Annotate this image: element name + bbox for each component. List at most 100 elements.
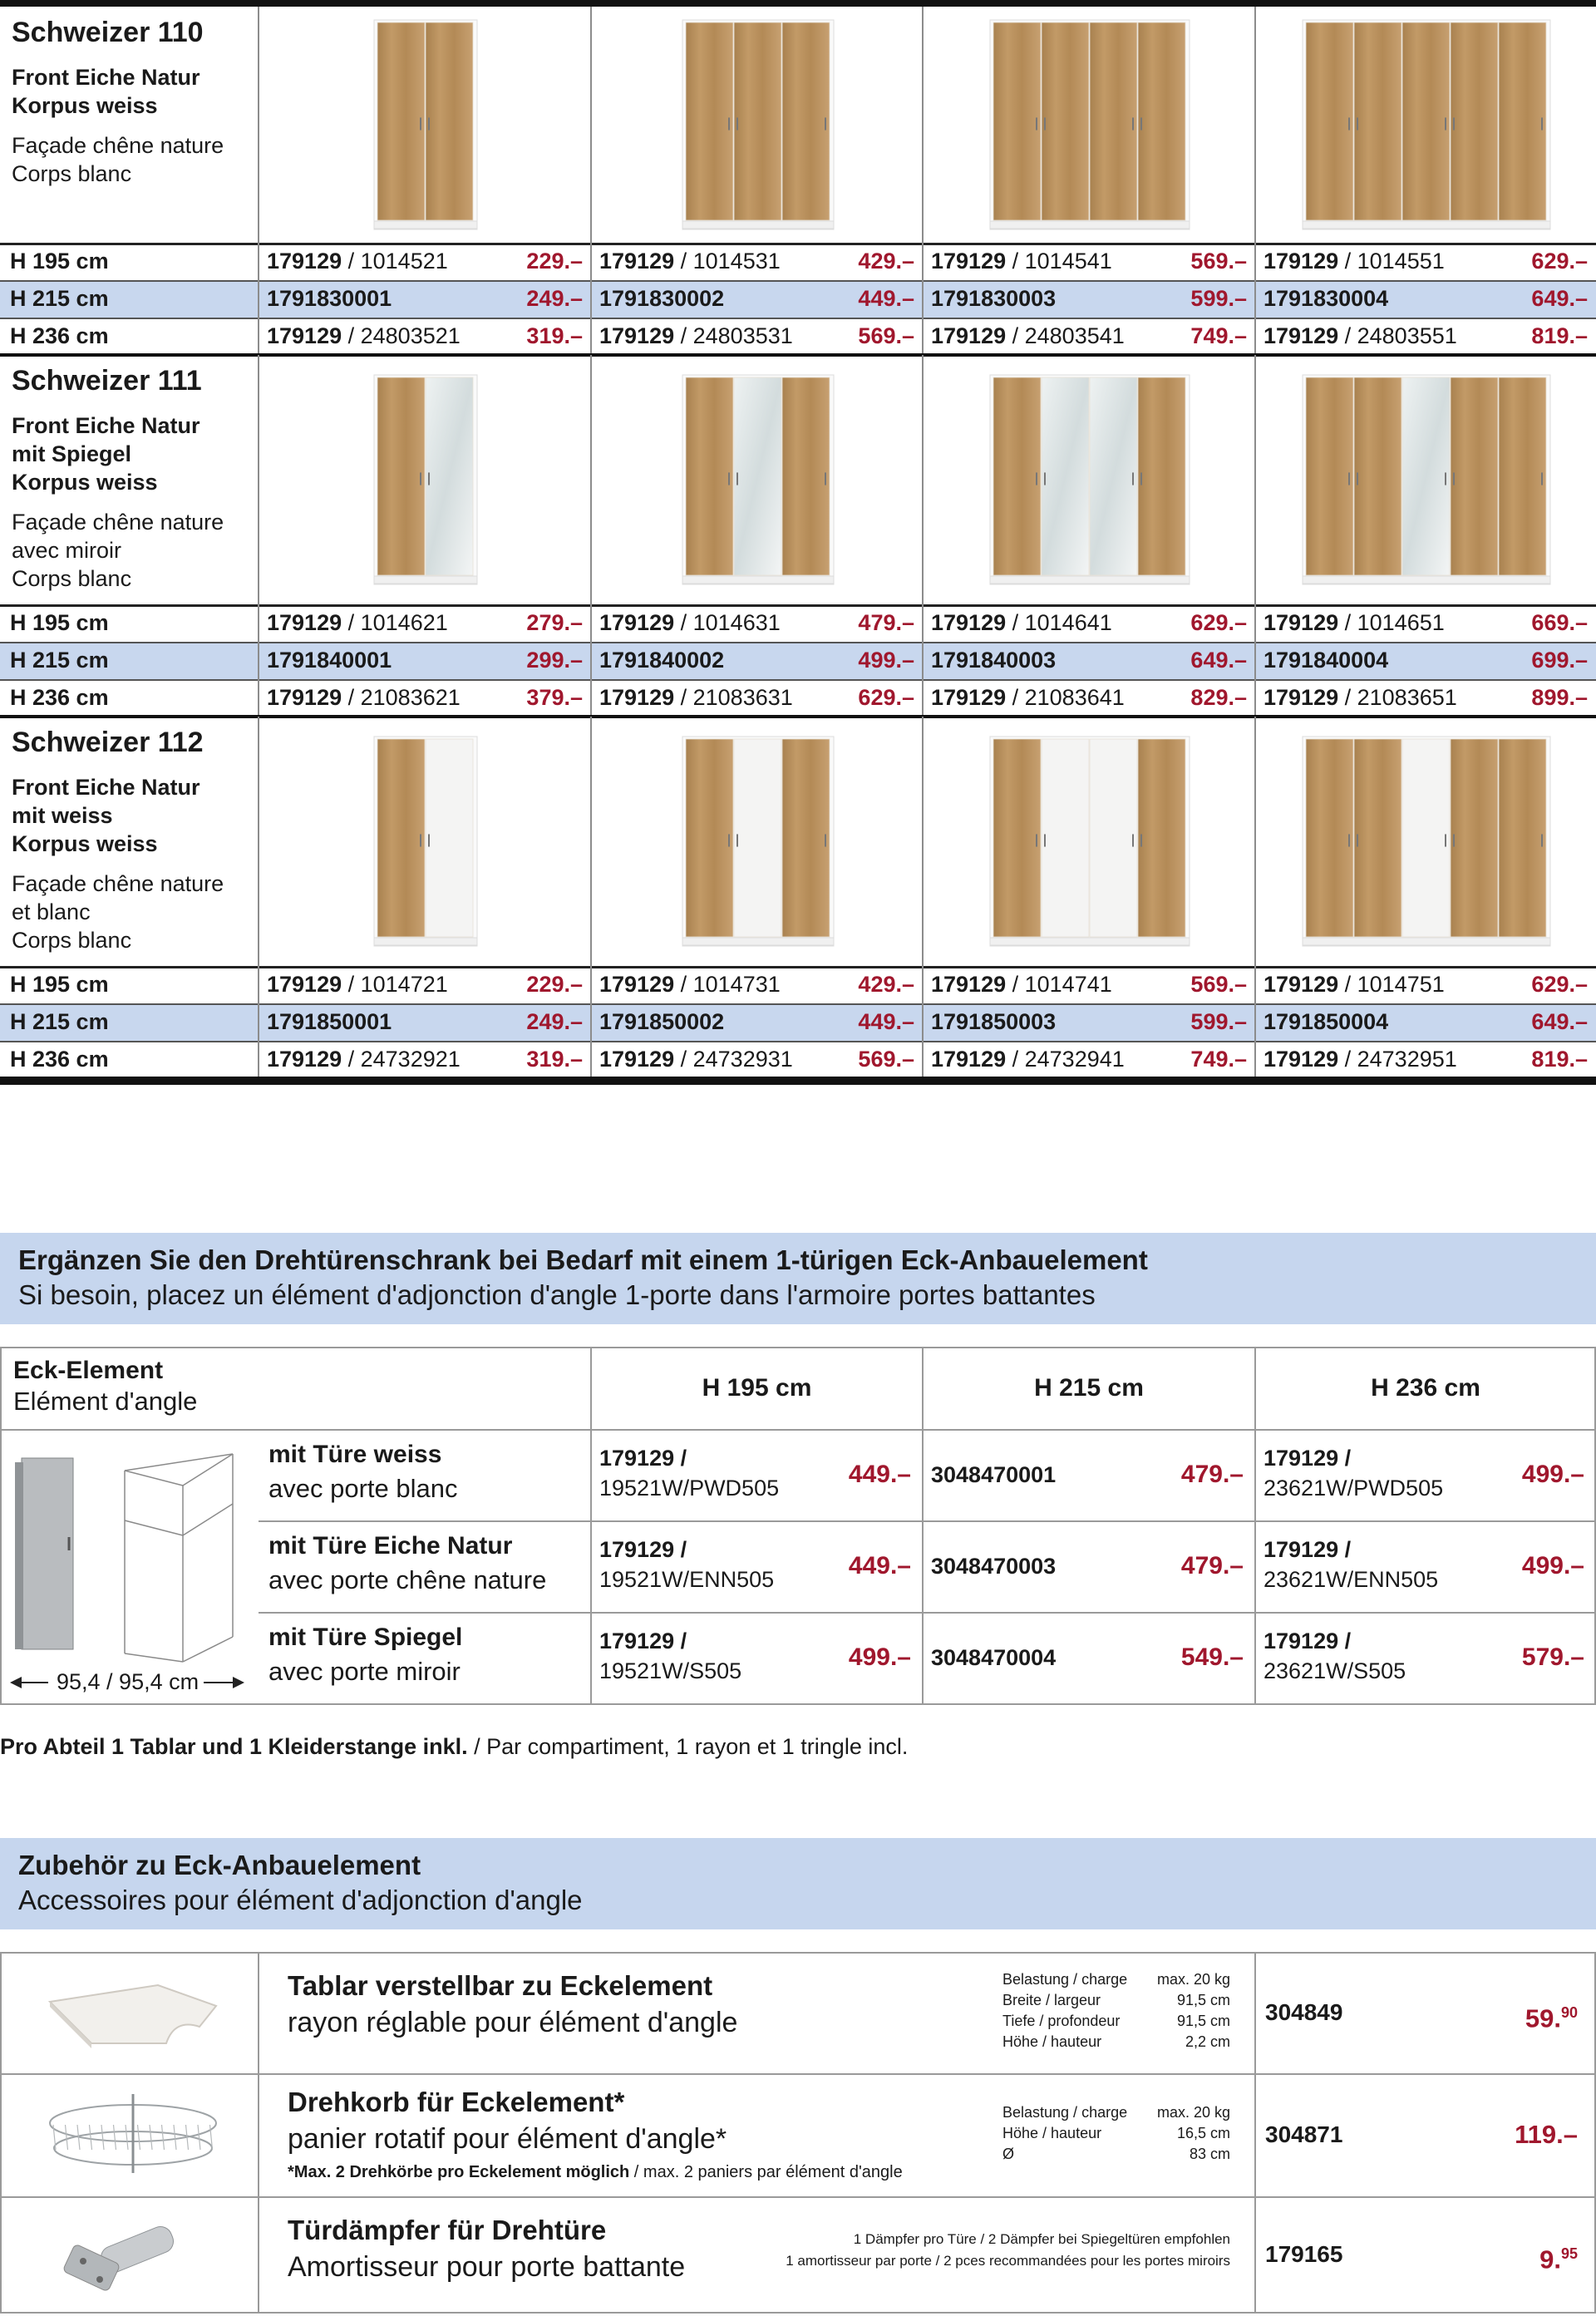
wardrobe-plinth (373, 575, 478, 584)
article-number: 179129 / 24732921 (267, 1041, 461, 1078)
wardrobe-image (989, 19, 1190, 230)
article-code: 1791830001 (267, 286, 392, 311)
wardrobe-door (993, 738, 1042, 938)
description-fr: Façade chêne nature (12, 871, 224, 896)
option-de: mit Türe weiss (268, 1441, 442, 1468)
wardrobe-door (1401, 738, 1451, 938)
spec-label: Höhe / hauteur (1002, 2124, 1102, 2141)
wardrobe-door (1041, 22, 1090, 221)
price: 479.– (1180, 1552, 1244, 1579)
shelf (47, 1983, 218, 2044)
price: 499.– (848, 1643, 911, 1671)
cabinet-side (15, 1462, 23, 1649)
wardrobe-door (1450, 738, 1499, 938)
article-code: 179129 (1264, 685, 1339, 710)
arrowhead-right (233, 1677, 244, 1688)
row-label: H 236 cm (10, 1047, 109, 1072)
banner-subtitle: Si besoin, placez un élément d'adjonctio… (18, 1279, 1096, 1310)
corner-element-image (15, 1453, 234, 1663)
row-label: H 215 cm (10, 1009, 109, 1034)
article-code: 179129 / (1264, 1446, 1352, 1471)
article-code: 1791830004 (1264, 286, 1389, 311)
basket-wire (185, 2124, 190, 2151)
wardrobe-door (1401, 22, 1451, 221)
column-rule (258, 717, 259, 1078)
description-de: Front Eiche Natur (12, 413, 200, 438)
description-fr: Façade chêne nature (12, 510, 224, 535)
article-number: 1791840004 (1264, 642, 1388, 679)
article-number: 179129 / 21083651 (1264, 679, 1457, 717)
spec-label: Belastung / charge (1002, 1971, 1128, 1988)
row-highlight (0, 642, 1596, 679)
column-rule (922, 717, 924, 1078)
wardrobe-door (1305, 22, 1354, 221)
spec-value: 91,5 cm (1176, 2013, 1230, 2029)
basket-wire (197, 2124, 201, 2151)
price: 749.– (1190, 323, 1247, 348)
price: 249.– (526, 1009, 583, 1034)
price: 749.– (1190, 1047, 1247, 1072)
article-code: 179129 (267, 610, 342, 635)
article-code: 179129 (1264, 249, 1339, 273)
article-code: 179129 (931, 972, 1007, 997)
article-number: 1791830003 (931, 280, 1056, 318)
wardrobe-image (682, 19, 834, 230)
article-suffix: / 1014731 (680, 972, 781, 997)
price: 449.– (848, 1461, 911, 1488)
row-rule (0, 2073, 1596, 2075)
wardrobe-image (989, 374, 1190, 585)
column-header: H 236 cm (1371, 1374, 1480, 1402)
article-suffix: 23621W/PWD505 (1264, 1476, 1444, 1500)
column-rule (1254, 717, 1256, 1078)
footnote: Pro Abteil 1 Tablar und 1 Kleiderstange … (0, 1734, 908, 1760)
price: 579.– (1521, 1643, 1584, 1671)
wardrobe-door (1498, 377, 1547, 576)
top-rule (0, 0, 1596, 7)
price: 379.– (526, 685, 583, 710)
wardrobe-door (377, 377, 426, 576)
price: 649.– (1531, 1009, 1588, 1034)
table-frame (0, 1952, 1596, 2314)
article-suffix: / 24732951 (1344, 1047, 1457, 1072)
article-number: 179129 / 1014751 (1264, 966, 1445, 1003)
article-code: 1791830003 (931, 286, 1057, 311)
option-fr: avec porte miroir (268, 1657, 461, 1686)
column-rule (1254, 1347, 1256, 1703)
product-name: Schweizer 110 (12, 17, 204, 48)
article-suffix: / 21083621 (347, 685, 461, 710)
column-header: H 215 cm (1034, 1374, 1144, 1402)
article-number: 179129 / 1014741 (931, 966, 1112, 1003)
row-rule (0, 243, 1596, 245)
article-code: 179129 (1264, 610, 1339, 635)
wardrobe-door (1353, 377, 1402, 576)
article-number: 179129 / 1014531 (599, 243, 781, 280)
article-number: 179129 / 1014721 (267, 966, 448, 1003)
article-number: 1791840002 (599, 642, 724, 679)
wardrobe-door (733, 22, 781, 221)
article-suffix: / 24732931 (680, 1047, 793, 1072)
option-de: mit Türe Eiche Natur (268, 1532, 513, 1560)
description-de: mit Spiegel (12, 441, 132, 466)
spec-label: Belastung / charge (1002, 2103, 1128, 2121)
article-code: 179129 (599, 610, 675, 635)
row-highlight (0, 280, 1596, 318)
article-number: 179129 / 1014521 (267, 243, 448, 280)
row-label: H 236 cm (10, 323, 109, 348)
wardrobe-door (1089, 738, 1138, 938)
wardrobe-door (1498, 738, 1547, 938)
article-code: 3048470004 (931, 1645, 1057, 1670)
frame-outline (182, 1503, 234, 1536)
article-suffix: / 24803521 (347, 323, 461, 348)
row-label: H 195 cm (10, 972, 109, 997)
wardrobe-plinth (682, 575, 834, 584)
price: 499.– (858, 648, 914, 673)
description-de: Korpus weiss (12, 831, 158, 856)
article-code: 1791850004 (1264, 1009, 1389, 1034)
basket-wire (160, 2124, 165, 2151)
article-code: 1791840002 (599, 648, 725, 673)
basket-wire (112, 2124, 117, 2151)
wardrobe-image (989, 736, 1190, 947)
article-number: 1791830001 (267, 280, 392, 318)
price: 429.– (858, 972, 914, 997)
accessory-title: Türdämpfer für Drehtüre (288, 2215, 607, 2245)
